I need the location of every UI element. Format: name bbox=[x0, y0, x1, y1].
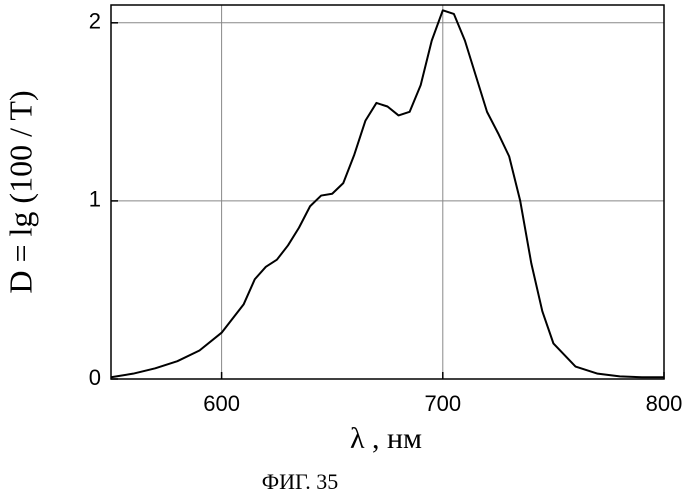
x-tick-label: 700 bbox=[424, 391, 461, 416]
x-tick-label: 600 bbox=[203, 391, 240, 416]
y-tick-label: 2 bbox=[89, 9, 101, 34]
plot-frame bbox=[111, 5, 664, 379]
x-tick-label: 800 bbox=[646, 391, 683, 416]
data-line bbox=[111, 10, 664, 377]
y-tick-label: 1 bbox=[89, 187, 101, 212]
figure-caption: ФИГ. 35 bbox=[262, 469, 339, 494]
y-tick-label: 0 bbox=[89, 365, 101, 390]
y-axis-label: D = lg (100 / T) bbox=[2, 90, 38, 293]
x-axis-label: λ , нм bbox=[350, 422, 422, 455]
chart: λ , нм D = lg (100 / T) ФИГ. 35 0 1 2 600 70… bbox=[0, 0, 695, 500]
